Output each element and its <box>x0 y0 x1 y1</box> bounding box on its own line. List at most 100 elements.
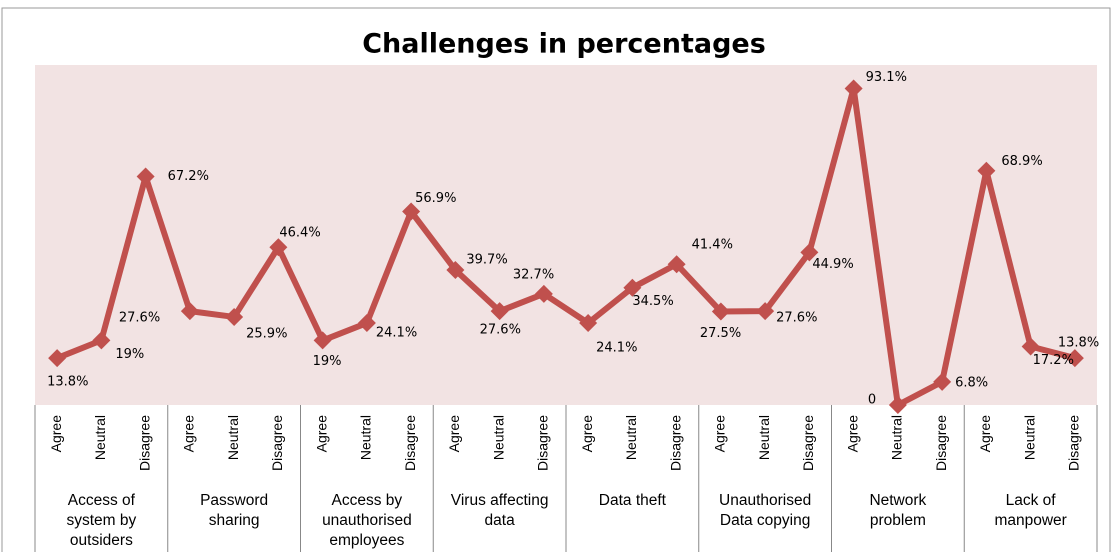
data-label: 6.8% <box>955 375 988 390</box>
x-tick-label: Agree <box>844 415 860 453</box>
x-tick-label: Neutral <box>1021 415 1037 460</box>
data-point <box>800 243 819 262</box>
data-label: 68.9% <box>1001 154 1042 169</box>
group-label-line: Lack of <box>1006 492 1057 509</box>
data-label: 41.4% <box>692 238 733 253</box>
group-label-line: manpower <box>994 512 1066 529</box>
x-tick-label: Disagree <box>667 415 683 471</box>
x-tick-label: Disagree <box>933 415 949 471</box>
data-point <box>977 161 996 180</box>
group-label: Network problem <box>869 492 926 529</box>
group-label-line: Access by <box>332 492 403 509</box>
data-label: 46.4% <box>279 226 320 241</box>
x-tick-label: Neutral <box>889 415 905 460</box>
x-tick-label: Agree <box>579 415 595 453</box>
x-tick-label: Disagree <box>269 415 285 471</box>
data-label: 39.7% <box>466 253 507 268</box>
data-point <box>1021 337 1040 356</box>
data-point <box>446 261 465 280</box>
data-label: 67.2% <box>168 169 209 184</box>
data-point <box>180 302 199 321</box>
data-point <box>490 302 509 321</box>
data-label: 32.7% <box>513 267 554 282</box>
x-tick-label: Disagree <box>402 415 418 471</box>
data-point <box>844 79 863 98</box>
data-label: 27.6% <box>776 311 817 326</box>
x-tick-label: Agree <box>48 415 64 453</box>
group-label-line: sharing <box>209 512 260 529</box>
group-label: Lack of manpower <box>994 492 1066 529</box>
group-label-line: Unauthorised <box>719 492 811 509</box>
data-point <box>667 255 686 274</box>
data-label: 19% <box>115 347 144 362</box>
group-label-line: data <box>485 512 516 529</box>
data-point <box>269 238 288 257</box>
group-label-line: unauthorised <box>322 512 412 529</box>
data-point <box>1065 349 1084 368</box>
group-label: Unauthorised Data copying <box>719 492 811 529</box>
group-label-line: outsiders <box>70 532 133 549</box>
group-label: Data theft <box>599 492 667 509</box>
data-label: 24.1% <box>596 341 637 356</box>
group-label: Virus affecting data <box>451 492 549 529</box>
data-label: 24.1% <box>376 326 417 341</box>
data-label: 27.6% <box>119 311 160 326</box>
group-label-line: Password <box>200 492 268 509</box>
group-label-line: employees <box>329 532 404 549</box>
group-label-line: Virus affecting <box>451 492 549 509</box>
data-label: 19% <box>313 354 342 369</box>
data-label: 56.9% <box>415 191 456 206</box>
data-point <box>136 167 155 186</box>
data-point <box>623 278 642 297</box>
x-tick-label: Disagree <box>1066 415 1082 471</box>
data-label: 17.2% <box>1033 353 1074 368</box>
group-label-line: Access of <box>68 492 136 509</box>
data-label: 25.9% <box>246 326 287 341</box>
data-point <box>357 314 376 333</box>
data-point <box>933 372 952 391</box>
data-label: 27.5% <box>700 326 741 341</box>
data-point <box>225 307 244 326</box>
data-point <box>48 349 67 368</box>
group-label-line: system by <box>66 512 136 529</box>
data-point <box>402 202 421 221</box>
group-label-line: problem <box>870 512 926 529</box>
data-point <box>92 331 111 350</box>
data-point <box>313 331 332 350</box>
group-label-line: Data theft <box>599 492 667 509</box>
x-tick-label: Agree <box>181 415 197 453</box>
data-point <box>579 314 598 333</box>
data-label: 44.9% <box>812 257 853 272</box>
plot-area <box>35 65 1097 405</box>
x-tick-label: Agree <box>977 415 993 453</box>
data-point <box>534 284 553 303</box>
data-label: 13.8% <box>1058 336 1099 351</box>
x-tick-label: Agree <box>446 415 462 453</box>
group-label-line: Data copying <box>720 512 810 529</box>
x-tick-label: Neutral <box>358 415 374 460</box>
data-label: 34.5% <box>632 294 673 309</box>
x-tick-label: Disagree <box>535 415 551 471</box>
group-label-line: Network <box>869 492 926 509</box>
data-point <box>756 302 775 321</box>
data-label: 93.1% <box>866 70 907 85</box>
group-label: Access by unauthorised employees <box>322 492 412 549</box>
data-point <box>888 396 907 414</box>
group-label: Access of system by outsiders <box>66 492 136 549</box>
x-tick-label: Neutral <box>92 415 108 460</box>
x-tick-label: Neutral <box>225 415 241 460</box>
x-tick-label: Neutral <box>756 415 772 460</box>
data-point <box>711 302 730 321</box>
group-label: Password sharing <box>200 492 268 529</box>
data-label: 0 <box>868 393 876 408</box>
x-tick-label: Neutral <box>623 415 639 460</box>
x-tick-label: Disagree <box>800 415 816 471</box>
data-label: 13.8% <box>47 375 88 390</box>
x-tick-label: Agree <box>313 415 329 453</box>
data-label: 27.6% <box>480 323 521 338</box>
x-tick-label: Agree <box>712 415 728 453</box>
x-tick-label: Disagree <box>136 415 152 471</box>
x-tick-label: Neutral <box>490 415 506 460</box>
chart-title: Challenges in percentages <box>362 29 766 60</box>
